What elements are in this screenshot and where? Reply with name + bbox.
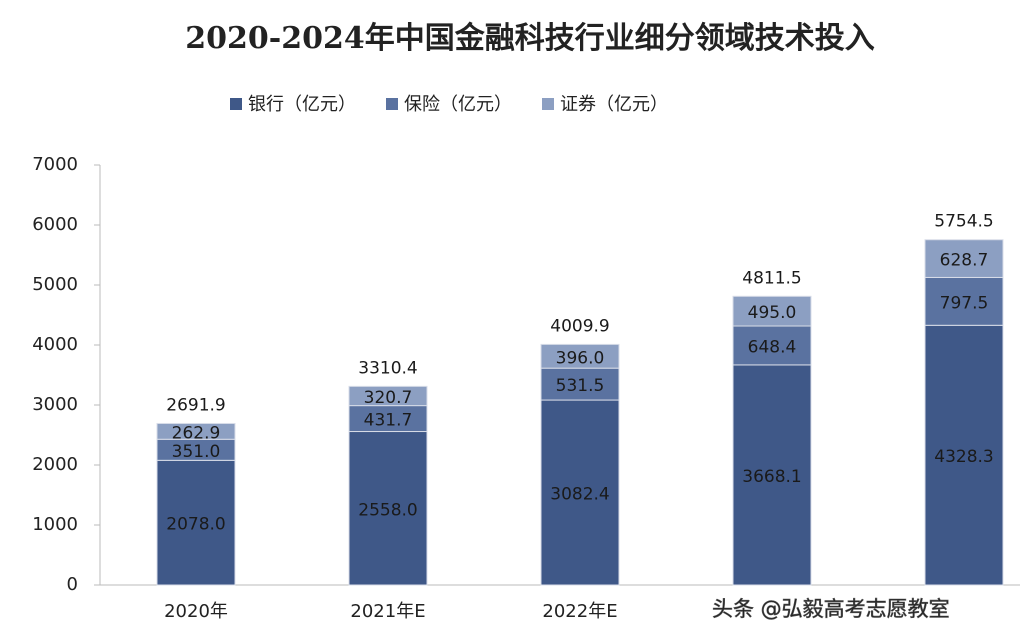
y-tick-label: 4000 (32, 334, 78, 355)
x-tick-label: 2020年 (164, 601, 228, 622)
watermark: 头条 @弘毅高考志愿教室 (712, 597, 950, 621)
total-label: 5754.5 (934, 212, 993, 232)
legend-label: 保险（亿元） (404, 94, 512, 115)
legend-swatch (230, 98, 242, 110)
bar-segment (924, 239, 1004, 278)
value-label: 797.5 (940, 293, 989, 313)
y-tick-label: 6000 (32, 214, 78, 235)
total-label: 3310.4 (358, 358, 417, 378)
value-label: 431.7 (364, 411, 413, 431)
value-label: 3082.4 (550, 485, 609, 505)
value-label: 531.5 (556, 376, 605, 396)
legend-label: 证券（亿元） (560, 94, 668, 115)
total-label: 4009.9 (550, 316, 609, 336)
bar-segment (348, 385, 428, 407)
y-tick-label: 3000 (32, 394, 78, 415)
legend-swatch (542, 98, 554, 110)
value-label: 3668.1 (742, 467, 801, 487)
value-label: 262.9 (172, 423, 221, 443)
value-label: 2078.0 (166, 515, 225, 535)
value-label: 396.0 (556, 348, 605, 368)
value-label: 495.0 (748, 303, 797, 323)
value-label: 648.4 (748, 337, 797, 357)
bar-segment (540, 367, 620, 401)
total-label: 4811.5 (742, 268, 801, 288)
bar-segment (540, 343, 620, 369)
bar-segment (348, 431, 428, 586)
value-label: 320.7 (364, 388, 413, 408)
bar-segment (156, 422, 236, 440)
bar-segment (348, 405, 428, 433)
y-tick-label: 0 (67, 574, 78, 595)
bar-segment (732, 325, 812, 366)
bar-segment (732, 295, 812, 327)
total-label: 2691.9 (166, 395, 225, 415)
x-tick-label: 2022年E (542, 601, 617, 622)
bar-segment (924, 324, 1004, 586)
chart-title: 2020-2024年中国金融科技行业细分领域技术投入 (185, 21, 874, 56)
value-label: 2558.0 (358, 500, 417, 520)
bar-segment (540, 399, 620, 586)
value-label: 628.7 (940, 251, 989, 271)
value-label: 351.0 (172, 442, 221, 462)
x-tick-label: 2021年E (350, 601, 425, 622)
legend-label: 银行（亿元） (248, 94, 356, 115)
bar-segment (732, 364, 812, 586)
y-tick-label: 1000 (32, 514, 78, 535)
y-tick-label: 5000 (32, 274, 78, 295)
value-label: 4328.3 (934, 447, 993, 467)
y-tick-label: 2000 (32, 454, 78, 475)
legend-swatch (386, 98, 398, 110)
y-tick-label: 7000 (32, 154, 78, 175)
